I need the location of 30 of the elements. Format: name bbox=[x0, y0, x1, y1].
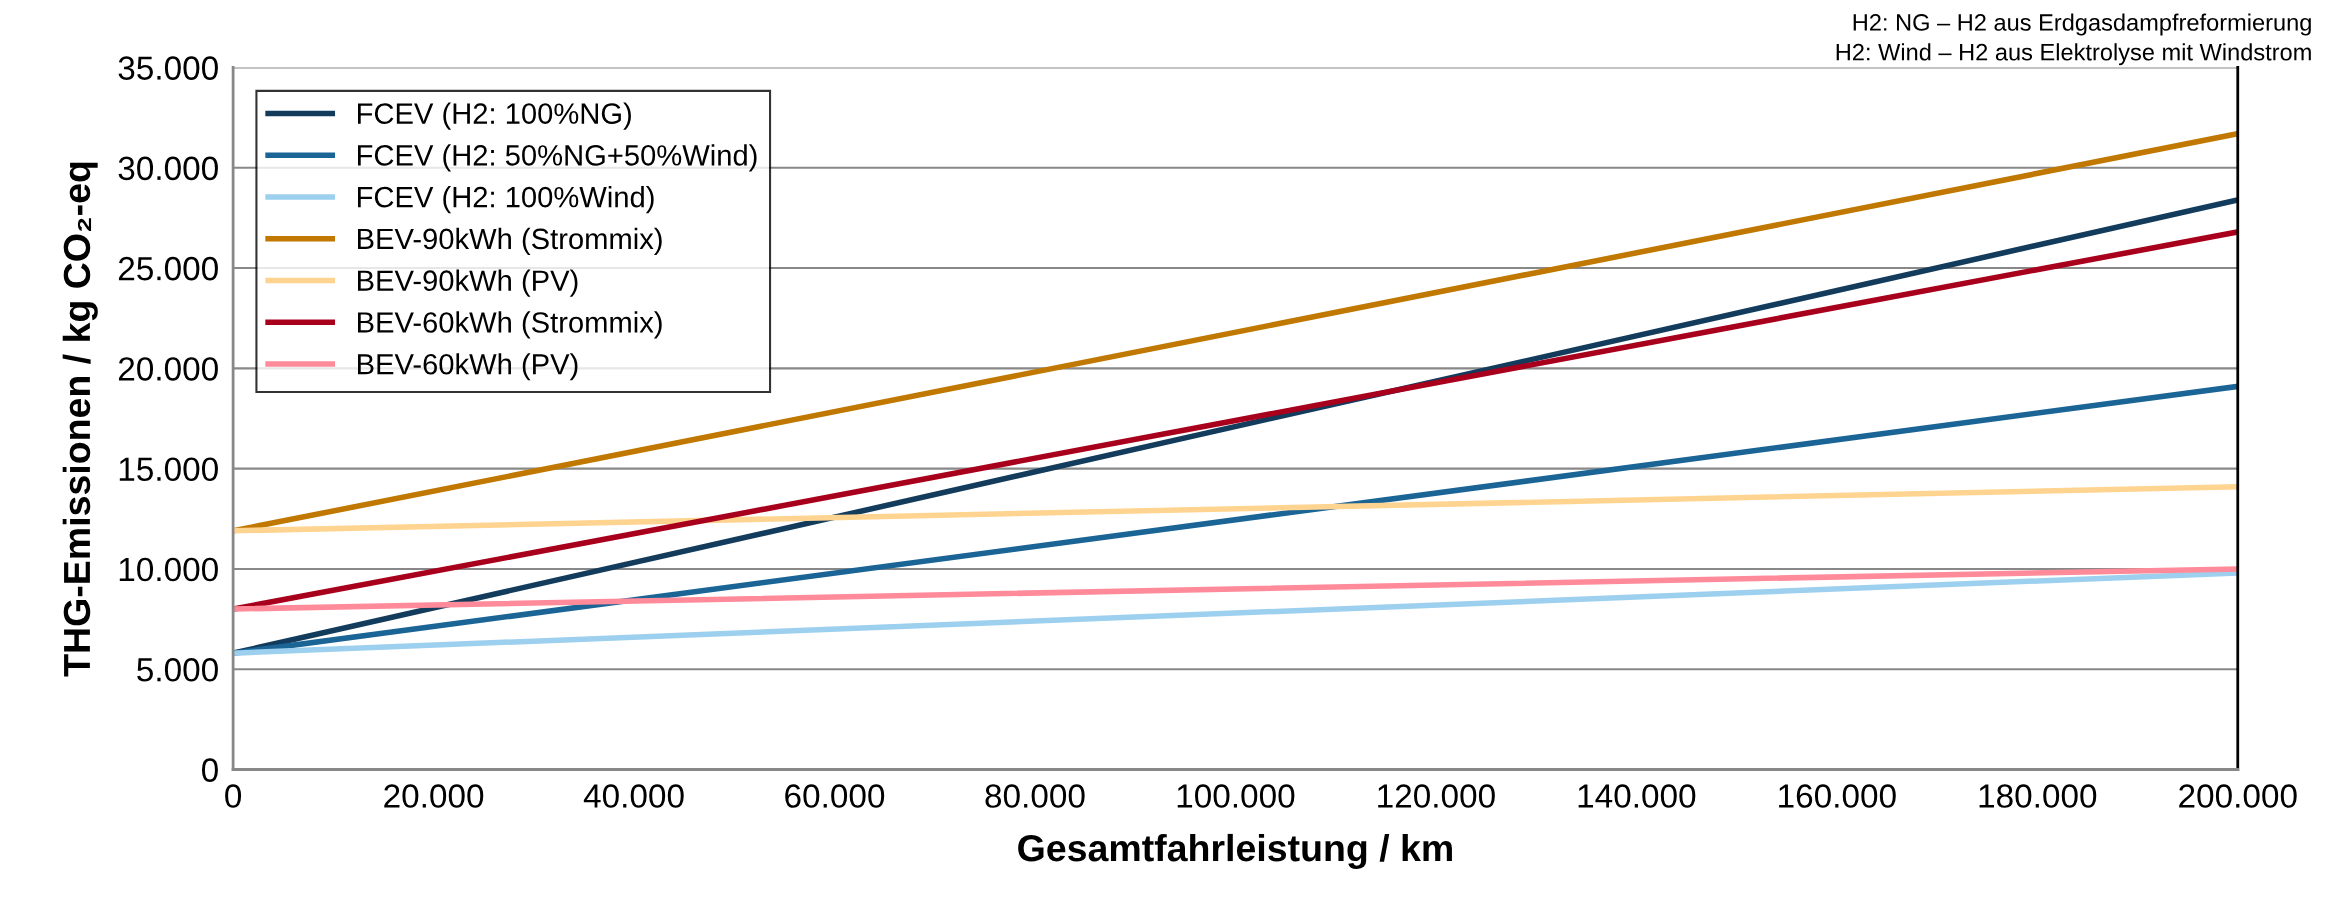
x-tick-label: 80.000 bbox=[985, 784, 1085, 808]
legend-label: FCEV (H2: 50%NG+50%Wind) bbox=[357, 144, 757, 172]
legend-label: FCEV (H2: 100%NG) bbox=[357, 102, 631, 130]
y-tick-label: 30.000 bbox=[118, 156, 218, 181]
x-tick-label: 160.000 bbox=[1779, 784, 1896, 808]
legend-label: BEV-90kWh (Strommix) bbox=[357, 227, 662, 255]
x-tick-label: 200.000 bbox=[2179, 784, 2297, 808]
y-tick-label: 20.000 bbox=[118, 357, 218, 381]
x-tick-label: 40.000 bbox=[583, 784, 684, 808]
text: H2: Wind – H2 aus Elektrolyse mit Windstrom bbox=[1836, 43, 2311, 66]
y-tick-label: 10.000 bbox=[119, 557, 218, 582]
legend-label: FCEV (H2: 100%Wind) bbox=[357, 186, 654, 214]
x-tick-label: 20.000 bbox=[384, 784, 484, 808]
y-tick-label: 15.000 bbox=[119, 457, 218, 482]
x-tick-label: 140.000 bbox=[1578, 784, 1696, 808]
x-axis-title: Gesamtfahrleistung / km bbox=[1018, 833, 1452, 870]
x-tick-label: 0 bbox=[225, 784, 242, 808]
x-tick-label: 60.000 bbox=[785, 784, 885, 808]
y-axis-title: THG-Emissionen / kg CO₂-eq bbox=[62, 162, 98, 677]
x-tick-label: 180.000 bbox=[1979, 784, 2097, 808]
legend-label: BEV-90kWh (PV) bbox=[357, 269, 578, 297]
x-tick-label: 100.000 bbox=[1177, 784, 1295, 808]
legend-label: BEV-60kWh (PV) bbox=[357, 353, 578, 381]
y-tick-label: 35.000 bbox=[118, 56, 218, 80]
x-tick-label: 120.000 bbox=[1378, 784, 1495, 808]
text: H2: NG – H2 aus Erdgasdampfreformierung bbox=[1853, 13, 2311, 36]
y-tick-label: 25.000 bbox=[118, 256, 218, 281]
y-tick-label: 0 bbox=[201, 758, 218, 782]
legend-label: BEV-60kWh (Strommix) bbox=[357, 311, 662, 339]
y-tick-label: 5.000 bbox=[137, 658, 218, 682]
